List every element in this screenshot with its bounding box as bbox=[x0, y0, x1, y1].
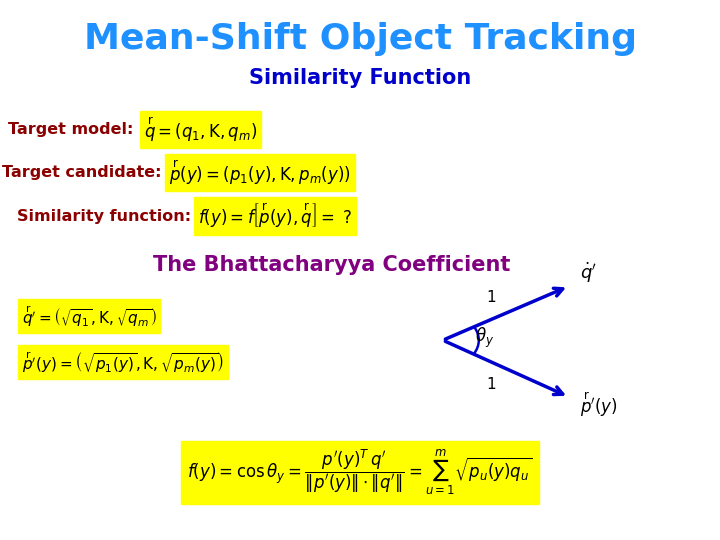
Text: Target model:: Target model: bbox=[8, 122, 133, 137]
Text: $\overset{\mathrm{r}}{p}(y)=\left(p_1(y),\mathrm{K},p_m(y)\right)$: $\overset{\mathrm{r}}{p}(y)=\left(p_1(y)… bbox=[169, 158, 351, 187]
Text: 1: 1 bbox=[487, 377, 496, 392]
Text: 1: 1 bbox=[487, 290, 496, 305]
Text: $\overset{\mathrm{r}}{p}'(y)$: $\overset{\mathrm{r}}{p}'(y)$ bbox=[580, 390, 618, 420]
Text: The Bhattacharyya Coefficient: The Bhattacharyya Coefficient bbox=[153, 254, 510, 275]
Text: Similarity function:: Similarity function: bbox=[17, 208, 191, 224]
Text: $\overset{\mathrm{r}}{p}'(y)=\left(\sqrt{p_1(y)},\mathrm{K},\sqrt{p_m(y)}\right): $\overset{\mathrm{r}}{p}'(y)=\left(\sqrt… bbox=[22, 349, 224, 375]
Text: Mean-Shift Object Tracking: Mean-Shift Object Tracking bbox=[84, 22, 636, 56]
Text: $\dot{q}'$: $\dot{q}'$ bbox=[580, 261, 596, 285]
Text: $\overset{\mathrm{r}}{q}'=\left(\sqrt{q_1},\mathrm{K},\sqrt{q_m}\right)$: $\overset{\mathrm{r}}{q}'=\left(\sqrt{q_… bbox=[22, 303, 156, 329]
Text: Similarity Function: Similarity Function bbox=[249, 68, 471, 87]
Text: Target candidate:: Target candidate: bbox=[2, 165, 162, 180]
Text: $f(y)=\cos\theta_y=\dfrac{p'(y)^T\, q'}{\|p'(y)\|\cdot\|q'\|}=\sum_{u=1}^{m}\sqr: $f(y)=\cos\theta_y=\dfrac{p'(y)^T\, q'}{… bbox=[187, 448, 533, 497]
Text: $\theta_y$: $\theta_y$ bbox=[475, 326, 495, 349]
Text: $\overset{\mathrm{r}}{q}=\left(q_1,\mathrm{K},q_m\right)$: $\overset{\mathrm{r}}{q}=\left(q_1,\math… bbox=[144, 115, 257, 144]
Text: $f(y)=f\left[\overset{\mathrm{r}}{p}(y),\overset{\mathrm{r}}{q}\right]=\;?$: $f(y)=f\left[\overset{\mathrm{r}}{p}(y),… bbox=[198, 201, 352, 231]
